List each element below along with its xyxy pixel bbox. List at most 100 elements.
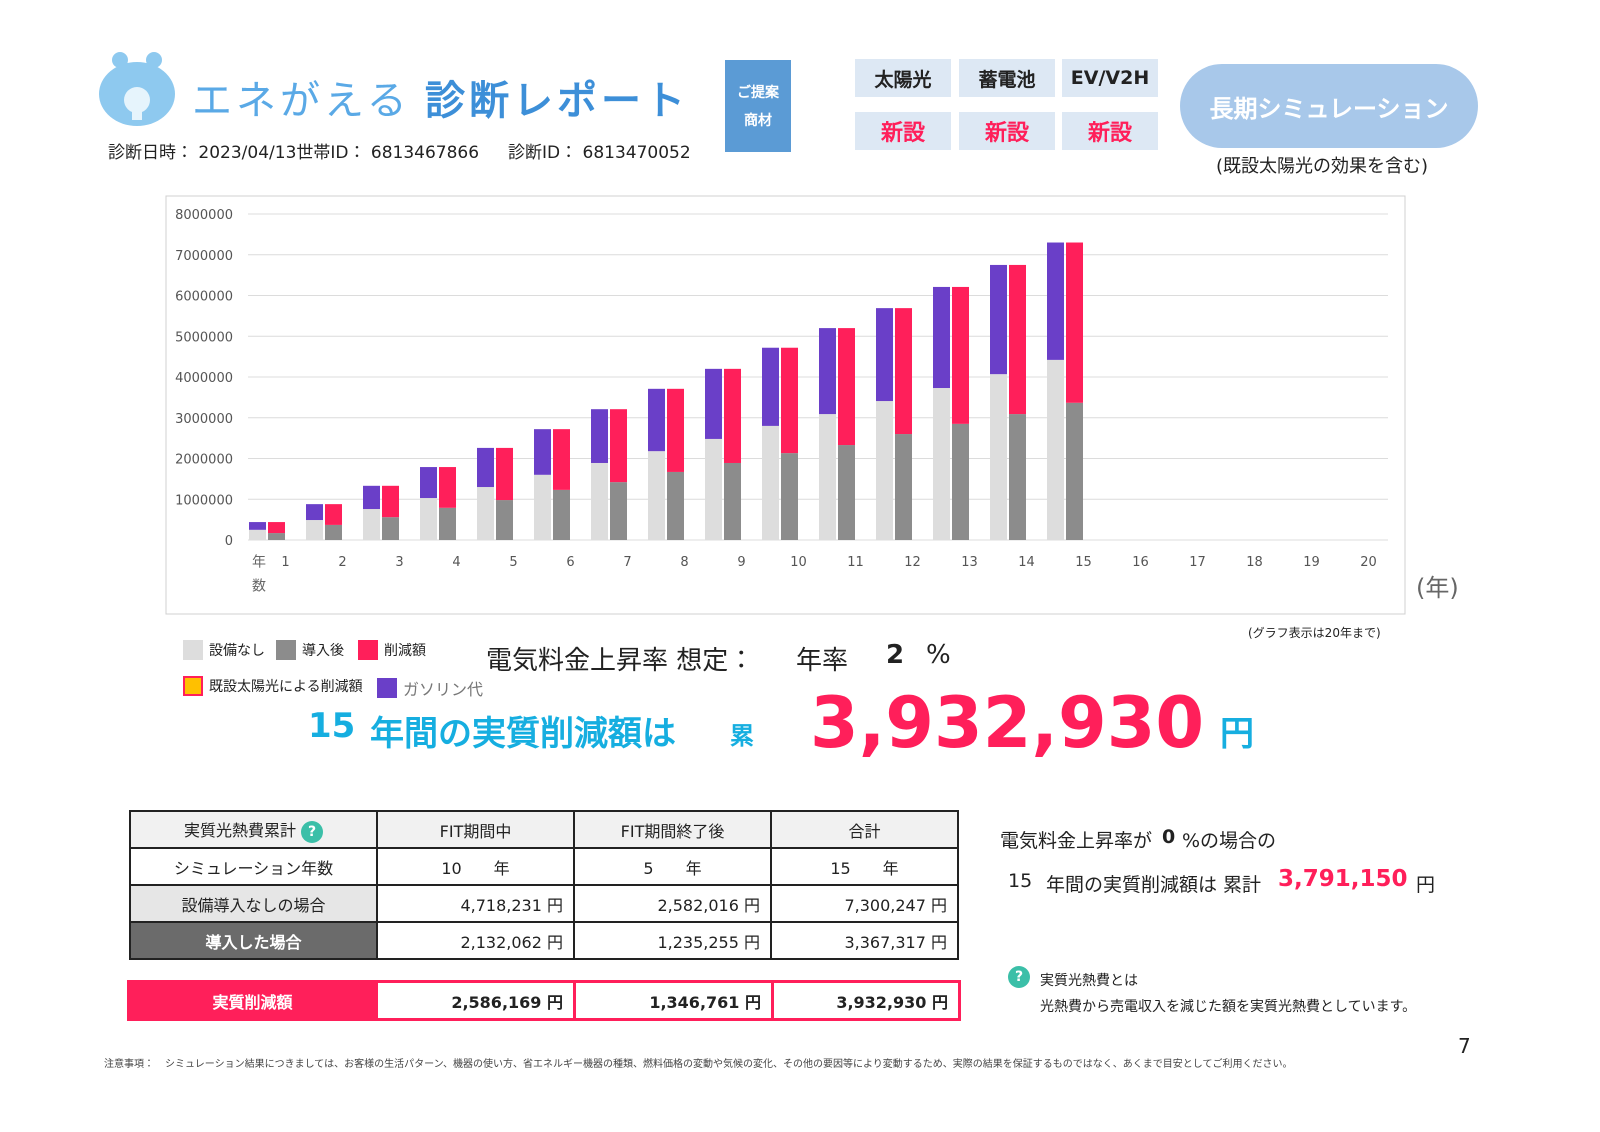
- y-tick-label: 2000000: [175, 453, 233, 468]
- bar-segment: [933, 388, 950, 540]
- bar-segment: [667, 471, 684, 540]
- x-unit: (年): [1416, 574, 1459, 602]
- total-cell: 1,346,761 円: [573, 980, 774, 1021]
- bar-segment: [895, 434, 912, 540]
- x-tick-label: 18: [1246, 555, 1263, 570]
- chart-frame: [165, 195, 1406, 615]
- y-tick-label: 0: [225, 534, 233, 549]
- x-tick-label: 4: [452, 555, 460, 570]
- footer-label: 注意事項：: [104, 1059, 154, 1070]
- header-cell: FIT期間終了後: [573, 810, 772, 849]
- product-name: EV/V2H: [1062, 59, 1158, 97]
- bar-segment: [477, 447, 494, 488]
- bar-segment: [1009, 264, 1026, 415]
- bar-segment: [325, 524, 342, 540]
- legend-swatch: [276, 640, 296, 660]
- x-tick-label: 16: [1132, 555, 1149, 570]
- y-tick-label: 5000000: [175, 330, 233, 345]
- table-row: シミュレーション年数 10 年 5 年 15 年: [129, 847, 959, 886]
- bar-segment: [496, 447, 513, 501]
- bar-segment: [876, 308, 893, 402]
- row-label: シミュレーション年数: [129, 847, 378, 886]
- total-cell: 2,586,169 円: [375, 980, 576, 1021]
- table-row: 設備導入なしの場合 4,718,231 円 2,582,016 円 7,300,…: [129, 884, 959, 923]
- cell: 15 年: [770, 847, 959, 886]
- rate-annual: 年率: [796, 646, 849, 676]
- product-status: 新設: [1062, 112, 1158, 150]
- legend-label: 既設太陽光による削減額: [209, 679, 363, 695]
- x-tick-label: 10: [790, 555, 807, 570]
- legend-label: ガソリン代: [403, 680, 484, 699]
- legend-label: 設備なし: [209, 643, 265, 659]
- x-tick-label: 14: [1018, 555, 1035, 570]
- bar-segment: [876, 401, 893, 540]
- legend-swatch: [358, 640, 378, 660]
- legend-item: ガソリン代: [377, 676, 483, 700]
- y-tick-label: 4000000: [175, 371, 233, 386]
- summary-unit: 円: [1220, 714, 1254, 754]
- page-number: 7: [1458, 1034, 1471, 1058]
- cell: 5 年: [573, 847, 772, 886]
- bar-segment: [249, 522, 266, 530]
- summary-years: 15: [308, 706, 356, 746]
- bar-segment: [952, 423, 969, 540]
- header-cell: FIT期間中: [376, 810, 575, 849]
- x-tick-label: 12: [904, 555, 921, 570]
- product-name: 太陽光: [855, 59, 951, 97]
- alt-amount: 3,791,150: [1278, 866, 1408, 892]
- bar-segment: [268, 533, 285, 540]
- bar-segment: [591, 462, 608, 540]
- row-label: 設備導入なしの場合: [129, 884, 378, 923]
- x-tick-label: 17: [1189, 555, 1206, 570]
- row-label: 導入した場合: [129, 921, 378, 960]
- cell: 1,235,255 円: [573, 921, 772, 960]
- bar-segment: [1066, 242, 1083, 403]
- rate-value: 2: [886, 640, 905, 670]
- summary-cumulative: 累: [730, 722, 754, 750]
- x-axis-label: 年数: [250, 554, 266, 602]
- bar-segment: [838, 445, 855, 540]
- help-text: 光熱費から売電収入を減じた額を実質光熱費としています。: [1040, 999, 1417, 1015]
- legend-swatch: [183, 676, 203, 696]
- help-icon: ?: [1008, 966, 1030, 988]
- x-tick-label: 13: [961, 555, 978, 570]
- bar-segment: [667, 388, 684, 472]
- x-tick-label: 8: [680, 555, 688, 570]
- bar-segment: [363, 485, 380, 510]
- bar-segment: [534, 429, 551, 475]
- bar-segment: [933, 286, 950, 389]
- long-sim-button[interactable]: 長期シミュレーション: [1180, 64, 1478, 148]
- bar-segment: [1066, 402, 1083, 540]
- chart: 0 1000000 2000000 3000000 4000000 5000000 6000…: [165, 195, 1406, 615]
- help-title: 実質光熱費とは: [1040, 973, 1138, 989]
- total-row: 実質削減額 2,586,169 円 1,346,761 円 3,932,930 …: [127, 980, 961, 1021]
- info: 診断日時： 2023/04/13世帯ID： 6813467866: [108, 143, 480, 163]
- rate-label: 電気料金上昇率 想定：: [486, 646, 755, 676]
- legend-item: 導入後: [276, 640, 344, 660]
- cell: 2,132,062 円: [376, 921, 575, 960]
- bar-segment: [268, 522, 285, 534]
- bar-segment: [1009, 414, 1026, 540]
- product-status: 新設: [855, 112, 951, 150]
- long-sim-note: (既設太陽光の効果を含む): [1216, 156, 1429, 177]
- cell: 7,300,247 円: [770, 884, 959, 923]
- alt-unit: 円: [1416, 874, 1436, 896]
- table-header: 実質光熱費累計 ? FIT期間中 FIT期間終了後 合計: [129, 810, 959, 849]
- help-icon: ?: [301, 820, 324, 843]
- bar-segment: [781, 347, 798, 454]
- total-label: 実質削減額: [127, 980, 378, 1021]
- bar-segment: [420, 498, 437, 540]
- y-tick-label: 1000000: [175, 493, 233, 508]
- alt-prefix: 電気料金上昇率が: [1000, 830, 1153, 852]
- product-status: 新設: [959, 112, 1055, 150]
- cell: 4,718,231 円: [376, 884, 575, 923]
- x-tick-label: 6: [566, 555, 574, 570]
- table-row: 導入した場合 2,132,062 円 1,235,255 円 3,367,317…: [129, 921, 959, 960]
- y-tick-label: 6000000: [175, 290, 233, 305]
- alt-text: 年間の実質削減額は 累計: [1046, 874, 1262, 896]
- header-cell: 合計: [770, 810, 959, 849]
- bar-segment: [382, 517, 399, 540]
- bar-segment: [306, 504, 323, 521]
- legend-label: 導入後: [302, 643, 344, 659]
